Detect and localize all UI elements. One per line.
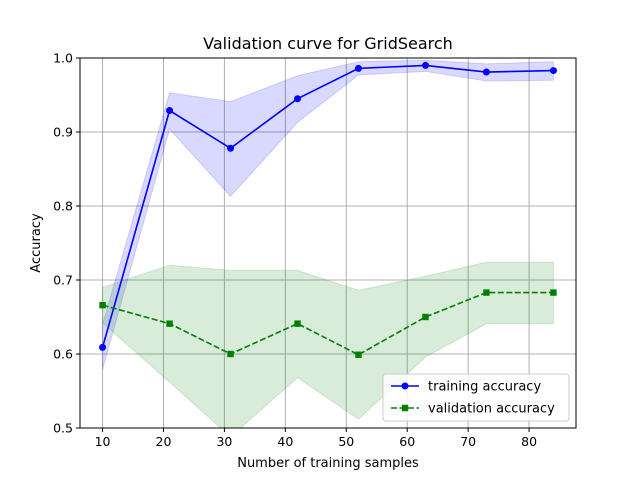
training-point	[227, 144, 235, 152]
validation-point	[99, 301, 106, 309]
legend-box	[382, 373, 570, 422]
chart-title: Validation curve for GridSearch	[203, 34, 453, 53]
y-axis-label: Accuracy	[29, 213, 44, 273]
y-tick-label: 0.8	[53, 199, 73, 214]
validation-point	[355, 351, 362, 358]
x-axis-label: Number of training samples	[237, 456, 419, 471]
validation-line	[102, 291, 554, 356]
training-line	[101, 64, 554, 348]
series-lines	[101, 64, 554, 356]
validation-point	[294, 320, 301, 327]
legend-validation-marker	[401, 404, 409, 412]
plot-frame	[79, 57, 577, 429]
confidence-bands	[102, 59, 554, 428]
training-point	[549, 67, 557, 75]
validation-point	[422, 313, 429, 321]
training-point	[482, 68, 490, 76]
y-tick-label: 1.0	[53, 51, 73, 66]
training-point	[294, 95, 302, 103]
validation-band	[102, 261, 554, 428]
axis-ticks: 10 20 30 40 50 60 70 80 0.5 0.6 0.7 0.8 0.9 1.0	[53, 51, 537, 450]
x-tick-label: 20	[156, 434, 172, 449]
training-point	[166, 107, 174, 115]
training-point	[99, 343, 107, 351]
x-tick-label: 30	[216, 434, 232, 449]
plot-area	[80, 58, 576, 428]
y-tick-label: 0.7	[53, 273, 73, 288]
legend-training-marker	[401, 382, 409, 390]
y-tick-label: 0.5	[53, 421, 73, 436]
training-band	[102, 59, 554, 370]
training-point	[421, 61, 429, 69]
x-tick-label: 80	[521, 434, 537, 449]
y-tick-label: 0.6	[53, 347, 73, 362]
series-markers	[99, 61, 557, 358]
grid	[80, 57, 576, 429]
validation-point	[483, 289, 490, 296]
x-tick-label: 10	[95, 434, 111, 449]
legend-training-label: training accuracy	[428, 380, 541, 395]
x-tick-label: 70	[460, 434, 476, 449]
training-point	[354, 64, 362, 72]
legend-validation-label: validation accuracy	[428, 402, 555, 417]
validation-point	[166, 320, 173, 327]
validation-point	[227, 350, 234, 358]
validation-point	[550, 289, 557, 296]
x-tick-label: 60	[399, 434, 415, 449]
x-tick-label: 40	[277, 434, 293, 449]
legend: training accuracy validation accuracy	[382, 373, 570, 422]
x-tick-label: 50	[338, 434, 354, 449]
y-tick-label: 0.9	[53, 125, 73, 140]
